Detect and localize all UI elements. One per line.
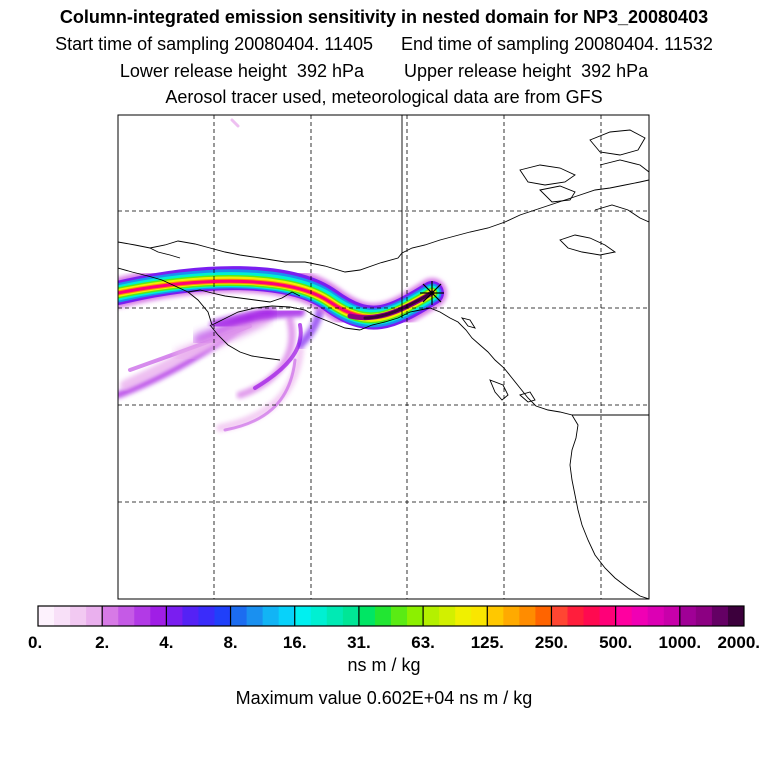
colorbar-cell xyxy=(407,606,424,626)
colorbar-cell xyxy=(102,606,119,626)
map-frame xyxy=(117,114,650,600)
colorbar-tick-label: 63. xyxy=(411,633,435,652)
colorbar-cell xyxy=(567,606,585,626)
colorbar-cell xyxy=(727,606,745,626)
release-heights: Lower release height 392 hPa Upper releas… xyxy=(0,60,768,82)
chart-title: Column-integrated emission sensitivity i… xyxy=(59,7,709,27)
colorbar-tick-label: 16. xyxy=(283,633,307,652)
colorbar-cell xyxy=(262,606,280,626)
colorbar-cell xyxy=(711,606,729,626)
colorbar-cell xyxy=(54,606,71,626)
colorbar-tick-label: 0. xyxy=(28,633,42,652)
colorbar-cell xyxy=(246,606,264,626)
colorbar-cell xyxy=(439,606,456,626)
maximum-value-label: Maximum value 0.602E+04 ns m / kg xyxy=(235,688,533,708)
colorbar-cell xyxy=(150,606,167,626)
colorbar-cell xyxy=(503,606,520,626)
colorbar-cell xyxy=(487,606,504,626)
colorbar-frame xyxy=(37,605,745,627)
colorbar-cell xyxy=(326,606,344,626)
sampling-times: Start time of sampling 20080404. 11405 En… xyxy=(0,33,768,55)
colorbar-cell xyxy=(679,606,697,626)
receptor-marker xyxy=(420,281,444,305)
colorbar-cell xyxy=(695,606,713,626)
colorbar-tick-label: 4. xyxy=(159,633,173,652)
colorbar-cell xyxy=(38,606,55,626)
start-time-label: Start time of sampling 20080404. 11405 xyxy=(55,34,373,54)
colorbar-tick-label: 8. xyxy=(223,633,237,652)
upper-release-label: Upper release height 392 hPa xyxy=(404,61,649,81)
colorbar-cell xyxy=(423,606,440,626)
colorbar-cell xyxy=(455,606,472,626)
colorbar-cells xyxy=(37,605,745,627)
colorbar-cell xyxy=(182,606,199,626)
colorbar-cell xyxy=(551,606,568,626)
colorbar-tick-label: 2000. xyxy=(717,633,760,652)
colorbar-labels: 0. 2. 4. 8. 16. 31. 63. 125. 250. 500. 1000. 2000. xyxy=(28,633,760,652)
colorbar-cell xyxy=(631,606,649,626)
colorbar-cell xyxy=(519,606,536,626)
colorbar-cell xyxy=(391,606,408,626)
colorbar-cell xyxy=(214,606,232,626)
colorbar-cell xyxy=(663,606,681,626)
colorbar-tick-label: 2. xyxy=(95,633,109,652)
colorbar-cell xyxy=(198,606,215,626)
colorbar-tick-label: 31. xyxy=(347,633,371,652)
colorbar-cell xyxy=(118,606,135,626)
graticule xyxy=(118,115,649,599)
colorbar-cell xyxy=(615,606,633,626)
colorbar-unit-label: ns m / kg xyxy=(347,655,421,675)
colorbar-cell xyxy=(86,606,103,626)
tracer-info: Aerosol tracer used, meteorological data… xyxy=(165,87,603,107)
map-background xyxy=(118,115,649,599)
colorbar-tick-label: 125. xyxy=(471,633,504,652)
end-time-label: End time of sampling 20080404. 11532 xyxy=(400,34,713,54)
colorbar-cell xyxy=(374,606,392,626)
colorbar-cell xyxy=(471,606,488,626)
colorbar-tick-label: 250. xyxy=(535,633,568,652)
colorbar-tick-label: 500. xyxy=(599,633,632,652)
coastlines xyxy=(118,115,649,599)
colorbar-cell xyxy=(599,606,617,626)
plume-main xyxy=(118,262,447,334)
colorbar-tick-label: 1000. xyxy=(659,633,702,652)
colorbar-cell xyxy=(294,606,312,626)
colorbar-cell xyxy=(358,606,376,626)
lower-release-label: Lower release height 392 hPa xyxy=(119,61,364,81)
colorbar-cell xyxy=(647,606,665,626)
colorbar-cell xyxy=(230,606,248,626)
colorbar-ticks xyxy=(101,606,681,626)
map-content xyxy=(118,115,649,599)
colorbar-cell xyxy=(342,606,360,626)
colorbar-cell xyxy=(583,606,601,626)
colorbar-cell xyxy=(310,606,328,626)
colorbar-cell xyxy=(166,606,183,626)
colorbar-cell xyxy=(278,606,296,626)
colorbar-cell xyxy=(535,606,552,626)
colorbar-cell xyxy=(70,606,87,626)
colorbar-cell xyxy=(134,606,151,626)
